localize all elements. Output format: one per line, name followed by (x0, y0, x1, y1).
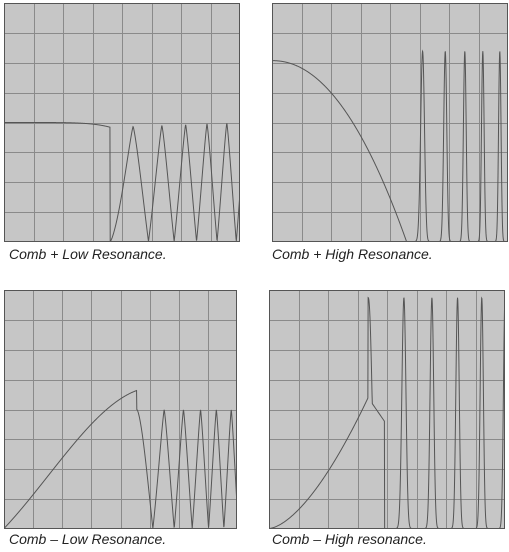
plot-comb-plus-low (4, 3, 240, 242)
plot-comb-plus-high (272, 3, 508, 242)
caption-comb-plus-low: Comb + Low Resonance. (9, 246, 167, 262)
plot-frame (4, 290, 237, 529)
plot-comb-minus-low (4, 290, 237, 529)
caption-comb-plus-high: Comb + High Resonance. (272, 246, 433, 262)
caption-comb-minus-low: Comb – Low Resonance. (9, 531, 167, 547)
plot-frame (4, 3, 240, 242)
plot-comb-minus-high (269, 290, 505, 529)
frequency-response-curve (4, 389, 237, 529)
plot-frame (272, 3, 508, 242)
frequency-response-curve (272, 49, 508, 242)
plot-frame (269, 290, 505, 529)
caption-comb-minus-high: Comb – High resonance. (272, 531, 427, 547)
frequency-response-curve (4, 122, 240, 242)
plot-background (4, 290, 237, 529)
